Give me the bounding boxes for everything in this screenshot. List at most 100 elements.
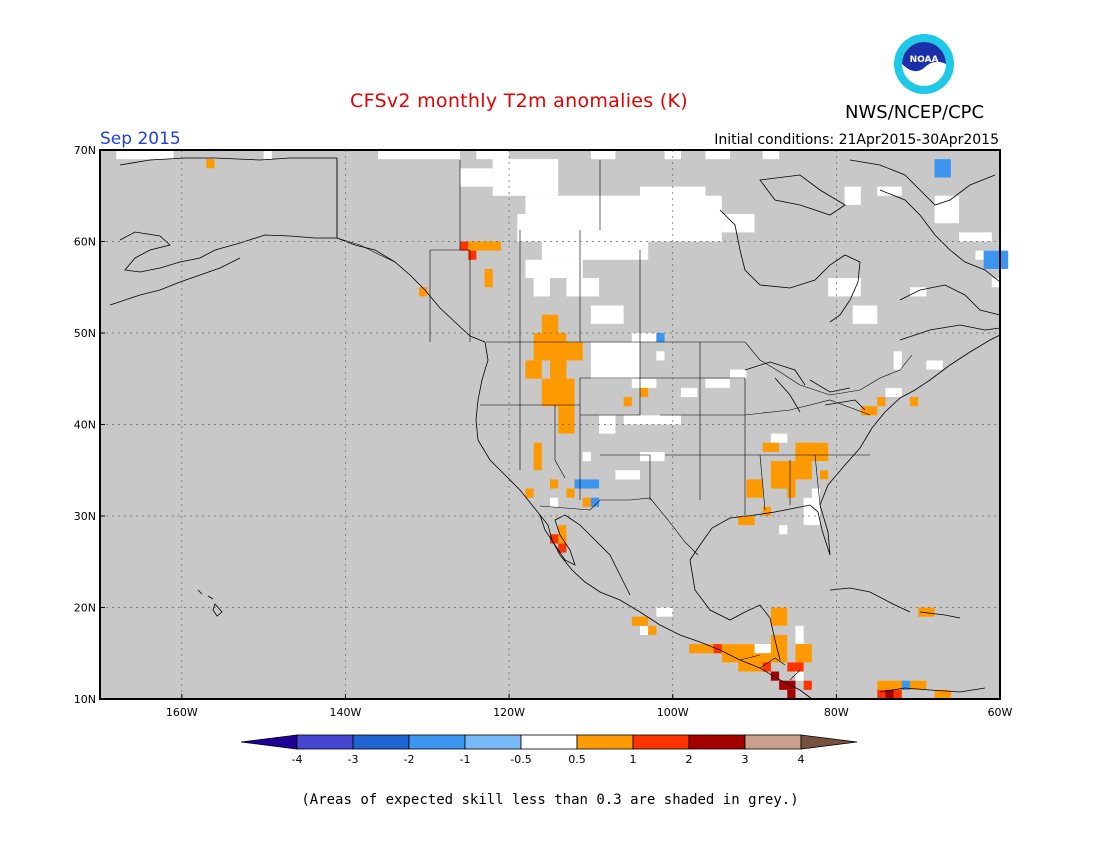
anomaly-cell <box>770 634 788 663</box>
anomaly-cell <box>590 342 640 379</box>
coastline-baja <box>539 514 631 596</box>
colorbar-tick-label: -4 <box>292 753 303 766</box>
anomaly-cell <box>566 342 583 361</box>
anomaly-cell <box>378 150 460 160</box>
anomaly-cell <box>460 241 469 251</box>
anomaly-cell <box>705 150 730 160</box>
lat-tick-label: 30N <box>74 510 96 523</box>
anomaly-cell <box>730 369 747 379</box>
lon-tick-label: 100W <box>657 706 689 719</box>
anomaly-cell <box>803 497 820 526</box>
anomaly-cell <box>918 607 935 617</box>
anomaly-cell <box>664 415 681 425</box>
coastline-gulf <box>689 504 831 661</box>
anomaly-cell <box>770 461 796 489</box>
anomaly-cell <box>844 186 861 205</box>
colorbar-tick-label: 3 <box>742 753 749 766</box>
colorbar-tick-label: 1 <box>630 753 637 766</box>
colorbar-tick-label: -1 <box>460 753 471 766</box>
anomaly-cell <box>779 680 796 690</box>
anomaly-cell <box>533 278 550 297</box>
border-us-canada <box>486 341 913 396</box>
anomaly-cell <box>656 351 665 361</box>
anomaly-patches <box>116 150 1025 699</box>
colorbar-low-arrow <box>240 734 298 750</box>
anomaly-cell <box>795 644 812 663</box>
lat-tick-label: 50N <box>74 327 96 340</box>
anomaly-cell <box>476 150 510 160</box>
anomaly-cell <box>623 415 665 425</box>
lat-tick-label: 60N <box>74 236 96 249</box>
anomaly-cell <box>803 680 812 690</box>
anomaly-cell <box>558 543 567 553</box>
anomaly-cell <box>640 625 649 635</box>
anomaly-cell <box>550 479 559 489</box>
anomaly-cell <box>533 333 567 361</box>
anomaly-cell <box>631 378 657 388</box>
anomaly-cell <box>623 397 632 407</box>
anomaly-cell <box>468 241 501 251</box>
anomaly-cell <box>787 662 804 672</box>
latitude-labels: 70N 60N 50N 40N 30N 20N 10N <box>74 144 105 706</box>
anomaly-cell <box>550 497 559 507</box>
agency-label: NWS/NCEP/CPC <box>845 102 985 123</box>
anomaly-cell <box>901 680 910 690</box>
colorbar-box <box>520 734 578 750</box>
anomaly-cell <box>910 397 919 407</box>
anomaly-cell <box>983 250 1009 269</box>
anomaly-cell <box>738 516 755 526</box>
anomaly-cell <box>746 644 771 654</box>
noaa-logo-bird <box>902 42 946 72</box>
lat-tick-label: 20N <box>74 602 96 615</box>
anomaly-cell <box>550 360 567 379</box>
anomaly-cell <box>541 314 559 333</box>
map-area: 70N 60N 50N 40N 30N 20N 10N 160W 140W 120W 100W 80… <box>74 144 1025 719</box>
anomaly-cell <box>525 259 583 279</box>
colorbar-tick-label: -2 <box>404 753 415 766</box>
anomaly-cell <box>762 506 771 516</box>
coastline-east-us <box>819 334 1001 506</box>
longitude-labels: 160W 140W 120W 100W 80W 60W <box>166 694 1013 719</box>
border-canada-provinces <box>336 158 641 342</box>
colorbar-box <box>632 734 690 750</box>
colorbar-box <box>688 734 746 750</box>
anomaly-cell <box>656 607 673 617</box>
coastline-aleutians <box>109 257 241 306</box>
anomaly-cell <box>934 159 951 178</box>
anomaly-cell <box>762 442 780 452</box>
coastline-arctic-islands <box>759 159 1001 283</box>
anomaly-cell <box>566 488 575 498</box>
anomaly-cell <box>770 671 780 681</box>
colorbar-box <box>352 734 410 750</box>
anomaly-cell <box>541 378 575 407</box>
anomaly-cell <box>746 479 763 498</box>
border-central-america <box>739 654 801 681</box>
anomaly-cell <box>893 351 902 370</box>
anomaly-cell <box>574 479 600 489</box>
anomaly-cell <box>599 415 616 434</box>
anomaly-cell <box>558 525 567 544</box>
lon-tick-label: 140W <box>330 706 362 719</box>
anomaly-cell <box>648 625 657 635</box>
anomaly-cell <box>721 214 755 233</box>
coastline-hudson-bay <box>719 209 861 323</box>
colorbar-box <box>464 734 522 750</box>
anomaly-cell <box>419 287 428 297</box>
border-us-mexico <box>539 497 699 556</box>
colorbar-tick-label: 0.5 <box>568 753 586 766</box>
coastline-hawaii <box>197 589 223 617</box>
anomaly-cell <box>590 497 600 507</box>
anomaly-cell <box>779 525 788 535</box>
anomaly-cell <box>157 150 174 160</box>
border-state-lines <box>480 342 871 515</box>
chart-title: CFSv2 monthly T2m anomalies (K) <box>350 90 688 112</box>
colorbar-tick-label: -3 <box>348 753 359 766</box>
anomaly-cell <box>770 433 788 443</box>
anomaly-cell <box>770 607 788 626</box>
anomaly-cell <box>762 150 780 160</box>
initial-conditions-label: Initial conditions: 21Apr2015-30Apr2015 <box>714 132 999 148</box>
anomaly-cell <box>934 195 960 224</box>
lat-tick-label: 40N <box>74 419 96 432</box>
anomaly-cell <box>541 241 649 260</box>
